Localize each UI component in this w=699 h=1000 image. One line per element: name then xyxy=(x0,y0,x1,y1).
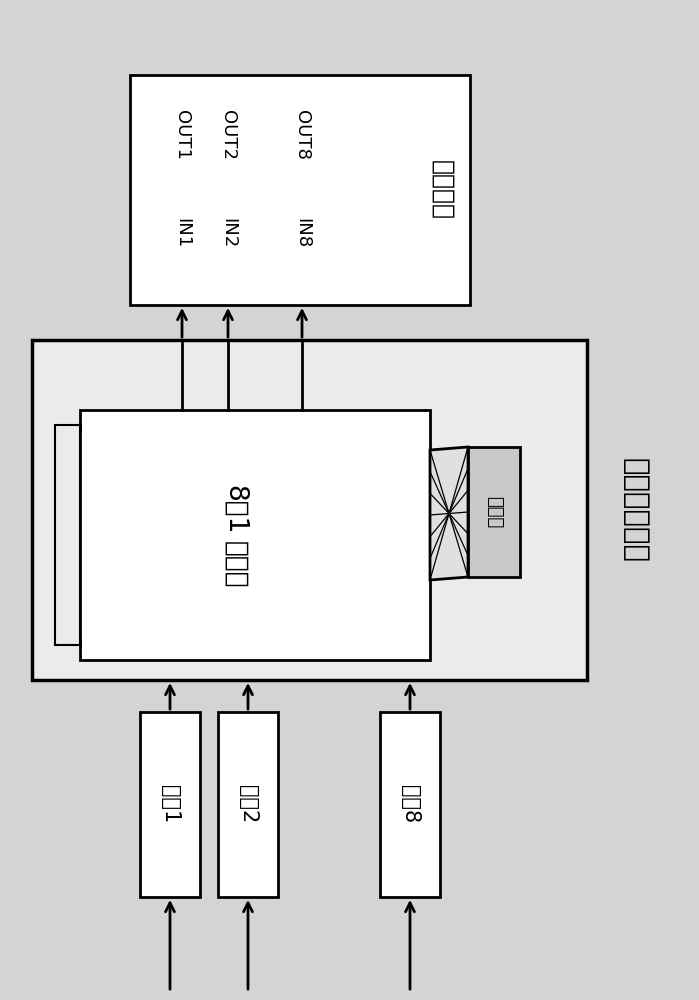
Bar xyxy=(55,425,80,645)
Text: 光耦1: 光耦1 xyxy=(160,785,180,824)
Text: 交叉矩阵开关: 交叉矩阵开关 xyxy=(621,458,649,562)
Polygon shape xyxy=(430,447,468,580)
Bar xyxy=(80,410,430,660)
Text: IN8: IN8 xyxy=(293,218,311,248)
Bar xyxy=(380,712,440,897)
Text: 光耦8: 光耦8 xyxy=(400,785,420,824)
Bar xyxy=(218,712,278,897)
Text: OUT8: OUT8 xyxy=(293,110,311,160)
Bar xyxy=(130,75,470,305)
Text: 译码器: 译码器 xyxy=(485,496,503,528)
Text: IN1: IN1 xyxy=(173,218,191,248)
Text: 光耦2: 光耦2 xyxy=(238,785,258,824)
Text: OUT2: OUT2 xyxy=(219,110,237,160)
Bar xyxy=(32,340,587,680)
Text: OUT1: OUT1 xyxy=(173,110,191,160)
Text: 选择器: 选择器 xyxy=(222,541,248,589)
Text: 8选1: 8选1 xyxy=(222,485,248,535)
Text: IN2: IN2 xyxy=(219,218,237,248)
Bar xyxy=(468,447,520,577)
Text: 驱动模块: 驱动模块 xyxy=(430,160,454,220)
Bar xyxy=(140,712,200,897)
